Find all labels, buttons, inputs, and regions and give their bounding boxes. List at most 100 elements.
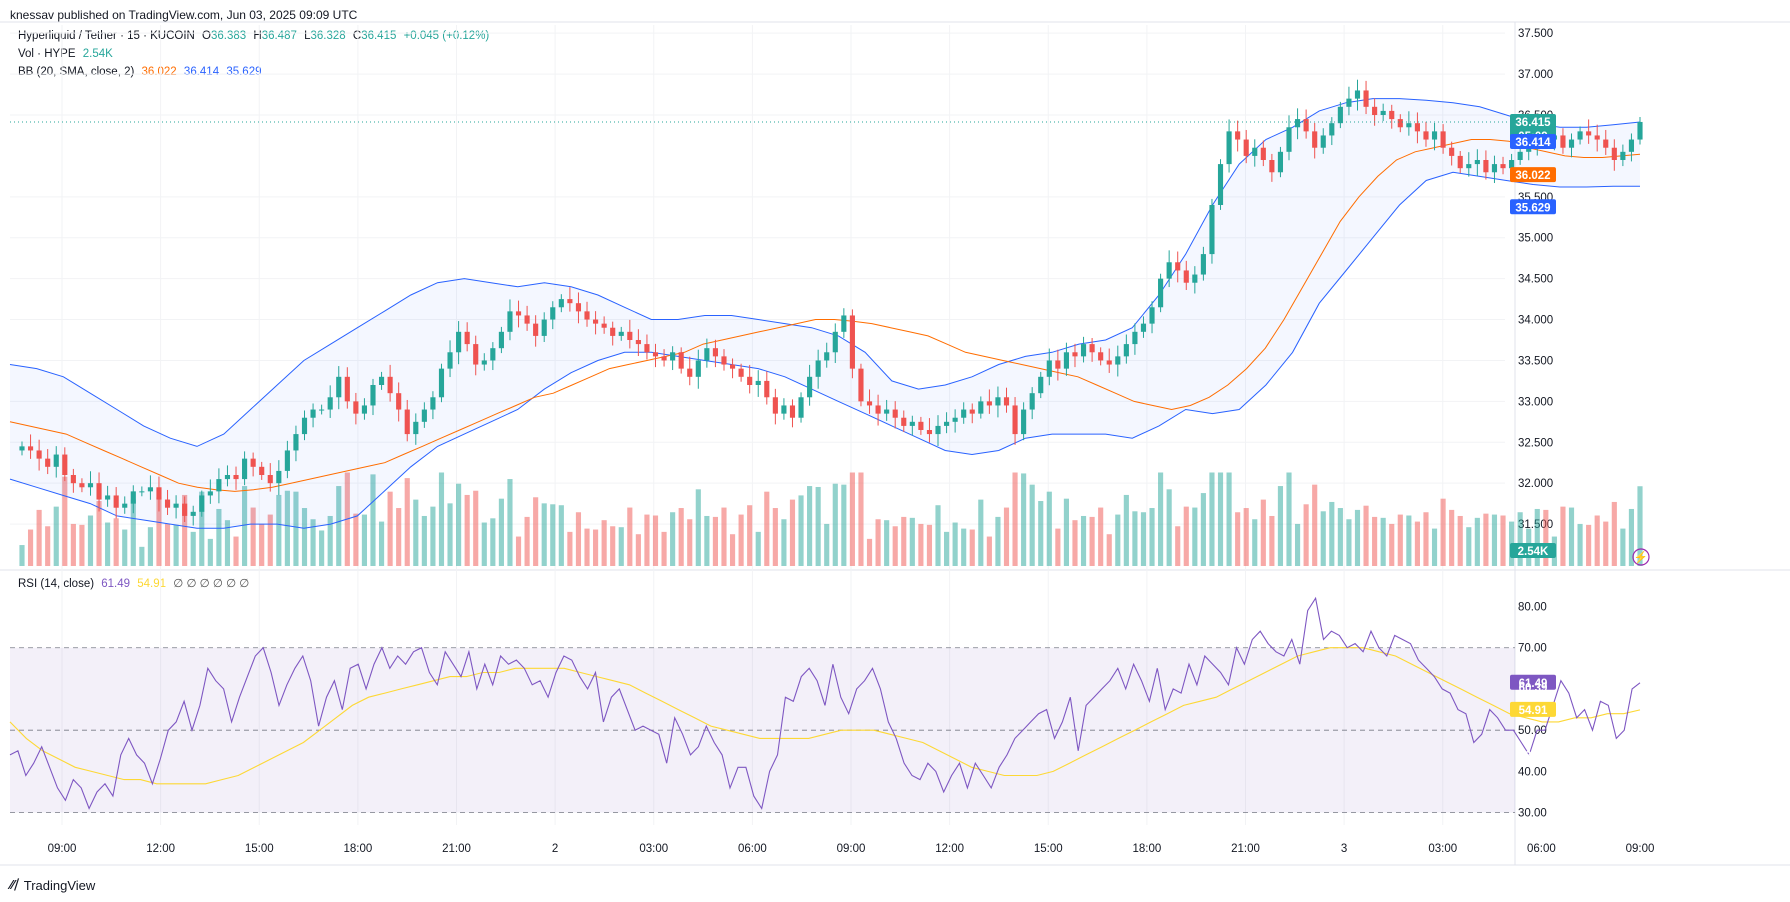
rsi-tick-label: 80.00	[1518, 601, 1547, 613]
volume-bar	[593, 529, 599, 566]
rsi-legend: RSI (14, close) 61.49 54.91 ∅ ∅ ∅ ∅ ∅ ∅	[18, 576, 253, 590]
candle-body	[635, 340, 641, 345]
candle-body	[1491, 164, 1498, 173]
candle-body	[909, 421, 915, 426]
rsi-extra: ∅ ∅ ∅ ∅ ∅ ∅	[173, 578, 250, 590]
rsi-label[interactable]: RSI (14, close)	[18, 578, 95, 590]
candle-body	[113, 495, 119, 508]
volume-bar	[421, 515, 427, 566]
volume-bar	[1063, 498, 1069, 566]
volume-bar	[670, 512, 676, 566]
volume-bar	[190, 531, 196, 566]
time-tick-label: 06:00	[1527, 843, 1556, 855]
volume-bar	[1217, 472, 1224, 566]
bb-basis-line	[9, 139, 1641, 492]
candle-body	[413, 421, 419, 435]
volume-bar	[712, 516, 718, 566]
candle-body	[259, 466, 265, 475]
rsi-tick-label: 40.00	[1518, 766, 1547, 778]
price-tick-label: 35.000	[1518, 233, 1553, 245]
volume-bar	[1158, 472, 1164, 566]
volume-bar	[224, 520, 231, 566]
candle-body	[729, 364, 736, 369]
candle-body	[387, 376, 393, 394]
volume-bar	[1637, 486, 1643, 566]
volume-bar	[1269, 515, 1275, 566]
candle-body	[789, 405, 796, 418]
candle-body	[670, 352, 676, 361]
volume-bar	[584, 528, 590, 566]
bb-label[interactable]: BB (20, SMA, close, 2)	[18, 66, 135, 78]
candle-body	[1466, 164, 1472, 169]
candle-body	[336, 376, 342, 398]
price-tick-label: 34.000	[1518, 315, 1553, 327]
volume-bar	[438, 472, 445, 566]
volume-bar	[601, 520, 607, 566]
candle-body	[310, 409, 316, 418]
volume-bar	[336, 486, 342, 566]
volume-bar	[327, 515, 333, 566]
volume-bar	[36, 509, 42, 566]
candle-body	[1380, 110, 1386, 115]
price-tick-label: 33.500	[1518, 355, 1553, 367]
volume-bar	[1286, 472, 1292, 566]
time-tick-label: 3	[1341, 843, 1347, 855]
candle-body	[293, 434, 299, 451]
candle-body	[918, 421, 924, 430]
candle-body	[858, 368, 864, 402]
volume-bar	[62, 476, 68, 566]
volume-bar	[1603, 521, 1609, 566]
volume-bar	[378, 521, 385, 566]
candle-body	[1055, 360, 1061, 369]
candle-body	[490, 348, 496, 361]
candle-body	[182, 503, 188, 516]
volume-bar	[635, 534, 641, 566]
volume-bar	[1474, 517, 1480, 566]
candle-body	[301, 417, 308, 435]
candle-body	[1183, 270, 1189, 283]
candle-body	[1637, 121, 1643, 140]
candle-body	[370, 385, 376, 406]
candle-body	[456, 331, 462, 353]
volume-bar	[293, 491, 299, 566]
candle-body	[430, 397, 436, 410]
volume-badge-text: 2.54K	[1518, 546, 1549, 558]
time-tick-label: 12:00	[935, 843, 964, 855]
candle-body	[533, 323, 539, 336]
volume-bar	[1346, 519, 1352, 566]
volume-bar	[832, 483, 838, 566]
volume-bar	[1363, 505, 1369, 566]
candle-body	[1423, 131, 1429, 140]
candle-body	[1568, 139, 1575, 148]
candle-body	[1098, 352, 1104, 361]
candle-body	[1363, 90, 1369, 107]
volume-bar	[96, 501, 102, 566]
volume-bar	[1235, 512, 1241, 566]
volume-bar	[944, 531, 950, 566]
time-tick-label: 2	[552, 843, 558, 855]
candle-body	[1226, 131, 1232, 165]
volume-bar	[1594, 515, 1600, 566]
volume-bar	[1577, 523, 1583, 566]
volume-bar	[524, 516, 530, 566]
volume-bar	[45, 526, 51, 566]
rsi-extra-label-a-text: 60.39	[1519, 682, 1548, 694]
volume-bar	[961, 528, 967, 566]
candle-body	[1243, 139, 1249, 156]
candle-body	[1389, 110, 1395, 120]
candle-body	[224, 475, 231, 480]
candle-body	[447, 352, 453, 369]
volume-label[interactable]: Vol · HYPE	[18, 48, 76, 60]
volume-bar	[1003, 507, 1010, 566]
candle-body	[1003, 397, 1010, 406]
bb-upper-badge-text: 36.414	[1515, 137, 1551, 149]
candle-body	[1594, 135, 1600, 140]
volume-bar	[1491, 514, 1498, 566]
rsi-ma-badge-text: 54.91	[1519, 705, 1548, 717]
candle-body	[524, 315, 530, 324]
volume-bar	[567, 531, 573, 566]
volume-bar	[1115, 514, 1121, 566]
volume-bar	[1149, 508, 1155, 566]
candle-body	[1080, 344, 1087, 357]
